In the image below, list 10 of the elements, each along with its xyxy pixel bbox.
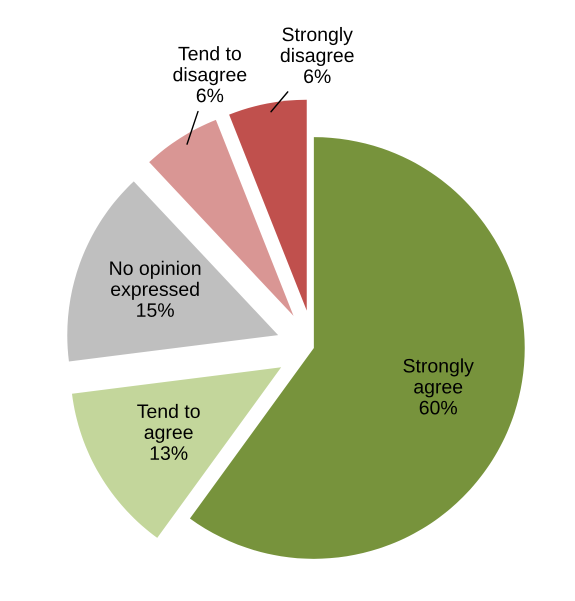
data-label: 60% (420, 400, 457, 415)
slice-label: Tend to agree (137, 404, 200, 443)
data-label: 13% (150, 446, 188, 460)
slice-label: No opinion expressed (110, 260, 200, 300)
slice-label: Tend to disagree (173, 46, 246, 86)
data-label: 6% (196, 88, 224, 102)
slice-label: Strongly agree (403, 358, 474, 398)
data-label: 15% (137, 303, 174, 317)
data-label: 6% (304, 69, 331, 84)
slice-label: Strongly disagree (280, 26, 354, 66)
